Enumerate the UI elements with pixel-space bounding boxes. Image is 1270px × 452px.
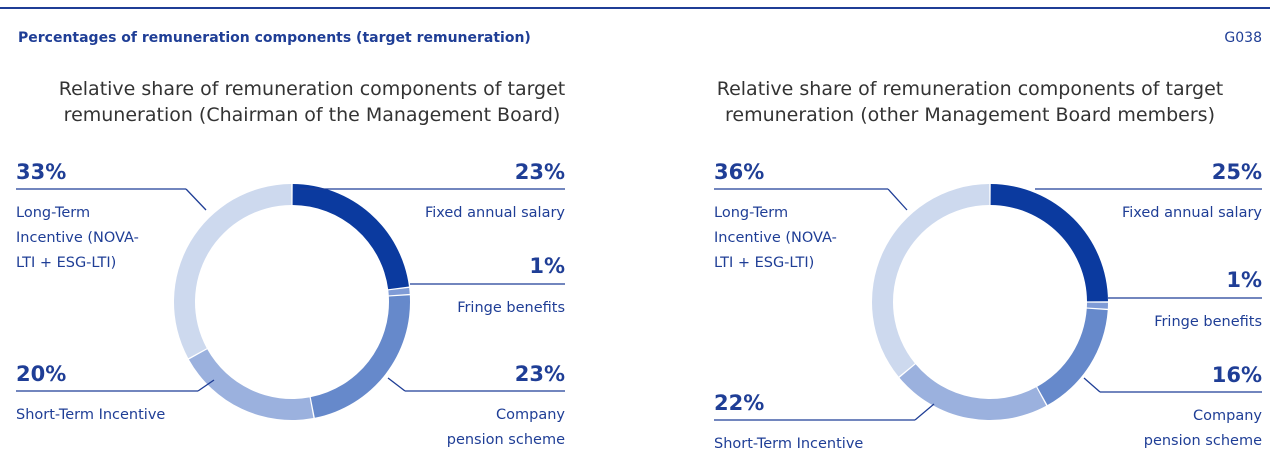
value-label: 33%: [16, 160, 67, 184]
value-label: 23%: [514, 160, 565, 184]
header-title: Percentages of remuneration components (…: [18, 30, 531, 46]
category-label: Long-Term Incentive (NOVA-LTI + ESG-LTI): [714, 205, 837, 271]
category-label: Fixed annual salary: [424, 205, 565, 221]
value-label: 36%: [714, 160, 765, 184]
category-label: Fringe benefits: [457, 300, 565, 316]
header-code: G038: [1224, 30, 1262, 46]
category-label: Company pension scheme: [1143, 408, 1262, 449]
donut-segment: [292, 184, 409, 290]
chart-subtitle: Relative share of remuneration component…: [58, 78, 566, 126]
category-label: Company pension scheme: [446, 407, 565, 448]
leader-line: [1083, 377, 1101, 393]
donut-segment: [188, 349, 314, 420]
chart-subtitle: Relative share of remuneration component…: [716, 78, 1224, 126]
leader-line: [887, 188, 908, 211]
donut-segment: [1037, 308, 1108, 406]
value-label: 16%: [1211, 363, 1262, 387]
donut-segment: [310, 295, 410, 418]
leader-line: [387, 377, 406, 392]
value-label: 1%: [529, 254, 565, 278]
value-label: 25%: [1211, 160, 1262, 184]
value-label: 22%: [714, 391, 765, 415]
donut-segment: [899, 364, 1047, 421]
category-label: Fringe benefits: [1154, 314, 1262, 330]
leader-line: [914, 403, 935, 421]
donut-segment: [871, 184, 990, 377]
donut-segment: [1086, 302, 1108, 309]
leader-line: [185, 188, 207, 211]
donut-segment: [990, 184, 1108, 302]
value-label: 20%: [16, 362, 67, 386]
donut-segment: [388, 287, 410, 296]
value-label: 1%: [1226, 268, 1262, 292]
category-label: Long-Term Incentive (NOVA-LTI + ESG-LTI): [16, 205, 139, 271]
category-label: Fixed annual salary: [1121, 205, 1262, 221]
value-label: 23%: [514, 362, 565, 386]
donut-segment: [174, 184, 292, 359]
leader-line: [197, 379, 215, 392]
category-label: Short-Term Incentive: [714, 436, 864, 452]
category-label: Short-Term Incentive: [16, 407, 166, 423]
